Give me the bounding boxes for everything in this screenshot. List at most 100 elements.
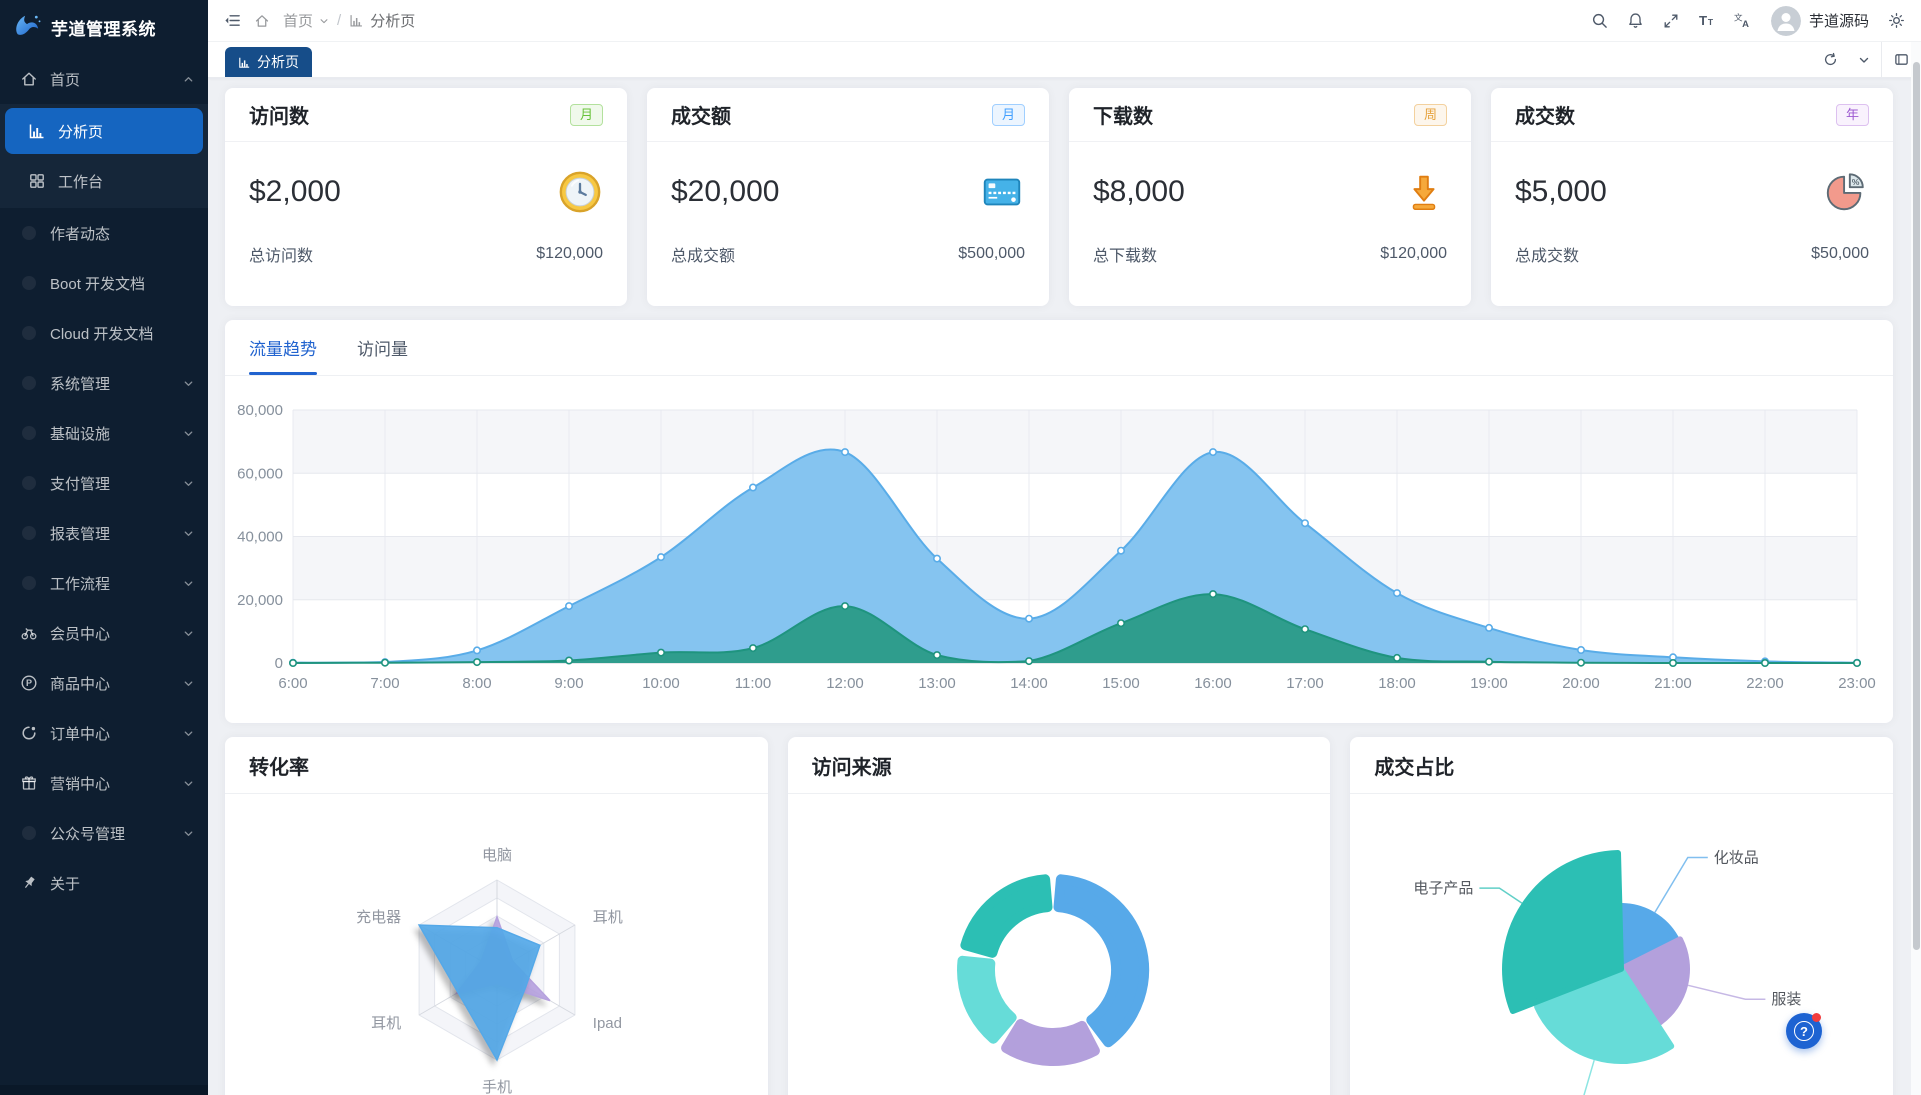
breadcrumb-home-icon[interactable] bbox=[254, 13, 270, 29]
sidebar-item-mp[interactable]: 公众号管理 bbox=[0, 808, 208, 858]
sidebar-item-label: 商品中心 bbox=[50, 675, 111, 693]
svg-text:15:00: 15:00 bbox=[1102, 675, 1140, 692]
notification-bell-icon[interactable] bbox=[1627, 12, 1644, 29]
maximize-content-icon[interactable] bbox=[1881, 42, 1921, 77]
order-icon bbox=[20, 724, 38, 742]
chevron-down-icon bbox=[183, 428, 194, 439]
sidebar-item-label: 关于 bbox=[50, 875, 81, 893]
conversion-rate-card: 转化率 电脑 耳机 Ipad 手机 耳机 充电器 bbox=[225, 737, 768, 1095]
conversion-radar-chart: 电脑 耳机 Ipad 手机 耳机 充电器 bbox=[225, 794, 768, 1095]
stat-card-visits: 访问数 月 $2,000 总访问数 $120,000 bbox=[225, 88, 627, 306]
marketing-icon bbox=[20, 774, 38, 792]
chevron-down-icon bbox=[183, 528, 194, 539]
sidebar-item-workplace[interactable]: 工作台 bbox=[0, 156, 208, 206]
tab-actions-chevron-icon[interactable] bbox=[1847, 42, 1881, 77]
sidebar-item-infrastructure[interactable]: 基础设施 bbox=[0, 408, 208, 458]
stat-title: 成交数 bbox=[1515, 106, 1575, 128]
stat-footer-value: $120,000 bbox=[1380, 245, 1447, 262]
logo-icon bbox=[12, 12, 42, 43]
sidebar-item-marketing[interactable]: 营销中心 bbox=[0, 758, 208, 808]
dot-icon bbox=[20, 424, 38, 442]
svg-text:服装: 服装 bbox=[1772, 991, 1802, 1008]
sidebar-item-workflow[interactable]: 工作流程 bbox=[0, 558, 208, 608]
fullscreen-icon[interactable] bbox=[1663, 13, 1679, 29]
svg-text:20,000: 20,000 bbox=[237, 592, 283, 609]
sidebar-item-author-news[interactable]: 作者动态 bbox=[0, 208, 208, 258]
sidebar-item-member[interactable]: 会员中心 bbox=[0, 608, 208, 658]
panel-title: 访问来源 bbox=[787, 737, 1331, 794]
stat-card-row: 访问数 月 $2,000 总访问数 $120,000 成交额 月 $20,000 总成交额 $50… bbox=[225, 88, 1893, 306]
breadcrumb-root[interactable]: 首页 bbox=[283, 13, 314, 30]
svg-text:耳机: 耳机 bbox=[371, 1015, 401, 1032]
stat-footer-label: 总下载数 bbox=[1093, 248, 1158, 265]
sidebar-collapse-bar[interactable] bbox=[0, 1085, 208, 1095]
svg-text:20:00: 20:00 bbox=[1562, 675, 1600, 692]
deal-share-rose-chart: 化妆品 服装 电子产品 bbox=[1350, 794, 1893, 1095]
sidebar-item-boot-docs[interactable]: Boot 开发文档 bbox=[0, 258, 208, 308]
sidebar-item-product[interactable]: P 商品中心 bbox=[0, 658, 208, 708]
trend-tabs: 流量趋势 访问量 bbox=[225, 320, 1893, 376]
sidebar-item-analysis[interactable]: 分析页 bbox=[5, 108, 203, 154]
period-tag: 月 bbox=[991, 103, 1025, 126]
visit-source-card: 访问来源 bbox=[787, 737, 1331, 1095]
svg-text:60,000: 60,000 bbox=[237, 465, 283, 482]
sidebar-menu: 首页分析页 工作台作者动态 Boot 开发文档 Cloud 开发文档 系统管理 基础设施支… bbox=[0, 54, 208, 908]
svg-text:40,000: 40,000 bbox=[237, 529, 283, 546]
breadcrumb-current[interactable]: 分析页 bbox=[370, 13, 416, 30]
username: 芋道源码 bbox=[1808, 13, 1869, 30]
settings-gear-icon[interactable] bbox=[1888, 12, 1905, 29]
sidebar-item-about[interactable]: 关于 bbox=[0, 858, 208, 908]
stat-value: $5,000 bbox=[1515, 175, 1607, 208]
sidebar-item-label: 首页 bbox=[50, 71, 81, 89]
stat-footer-label: 总访问数 bbox=[249, 248, 314, 265]
stat-card-deals: 成交数 年 $5,000% 总成交数 $50,000 bbox=[1491, 88, 1893, 306]
tab-traffic-trend[interactable]: 流量趋势 bbox=[249, 320, 317, 375]
tab-visit-volume[interactable]: 访问量 bbox=[357, 340, 408, 359]
period-tag: 年 bbox=[1835, 103, 1869, 126]
chevron-down-icon bbox=[183, 378, 194, 389]
refresh-icon[interactable] bbox=[1813, 42, 1847, 77]
stat-footer-value: $120,000 bbox=[536, 245, 603, 262]
svg-text:16:00: 16:00 bbox=[1194, 675, 1232, 692]
sidebar-item-order[interactable]: 订单中心 bbox=[0, 708, 208, 758]
app-title: 芋道管理系统 bbox=[51, 19, 156, 39]
dot-icon bbox=[20, 224, 38, 242]
pie-percent-icon: % bbox=[1823, 169, 1869, 215]
user-menu[interactable]: 芋道源码 bbox=[1770, 5, 1869, 36]
tab-label: 分析页 bbox=[257, 54, 299, 70]
menu-fold-icon[interactable] bbox=[224, 12, 241, 29]
chevron-down-icon bbox=[183, 778, 194, 789]
search-icon[interactable] bbox=[1591, 12, 1608, 29]
svg-text:%: % bbox=[1852, 177, 1860, 187]
stat-title: 访问数 bbox=[249, 106, 309, 128]
svg-text:手机: 手机 bbox=[482, 1079, 512, 1095]
stat-title: 成交额 bbox=[671, 106, 731, 128]
sidebar-item-payment[interactable]: 支付管理 bbox=[0, 458, 208, 508]
dot-icon bbox=[20, 474, 38, 492]
tab-analysis[interactable]: 分析页 bbox=[225, 47, 312, 77]
sidebar-item-report[interactable]: 报表管理 bbox=[0, 508, 208, 558]
sidebar-item-label: 作者动态 bbox=[50, 225, 111, 243]
sidebar-item-home[interactable]: 首页 bbox=[0, 54, 208, 104]
help-button[interactable]: ? bbox=[1786, 1013, 1822, 1049]
panel-title: 转化率 bbox=[225, 737, 768, 794]
download-icon bbox=[1401, 169, 1447, 215]
svg-text:18:00: 18:00 bbox=[1378, 675, 1416, 692]
stat-title: 下载数 bbox=[1093, 106, 1153, 128]
scrollbar-thumb[interactable] bbox=[1912, 62, 1920, 950]
sidebar-item-label: 会员中心 bbox=[50, 625, 111, 643]
svg-text:21:00: 21:00 bbox=[1654, 675, 1692, 692]
logo[interactable]: 芋道管理系统 bbox=[0, 0, 208, 54]
sidebar-item-label: 报表管理 bbox=[50, 525, 111, 543]
sidebar-item-cloud-docs[interactable]: Cloud 开发文档 bbox=[0, 308, 208, 358]
stat-footer-label: 总成交额 bbox=[671, 248, 736, 265]
clock-icon bbox=[557, 169, 603, 215]
sidebar-item-system[interactable]: 系统管理 bbox=[0, 358, 208, 408]
svg-text:电子产品: 电子产品 bbox=[1414, 880, 1474, 897]
chevron-up-icon bbox=[183, 74, 194, 85]
grid-icon bbox=[28, 172, 46, 190]
